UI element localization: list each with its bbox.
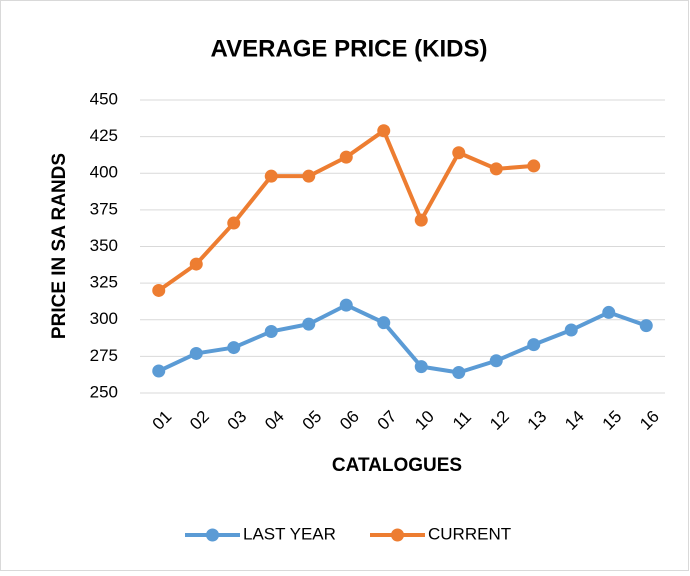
data-point bbox=[414, 213, 428, 227]
series-line bbox=[157, 303, 647, 375]
data-point bbox=[227, 216, 241, 230]
y-tick-label: 300 bbox=[90, 309, 118, 328]
legend-label: CURRENT bbox=[428, 524, 511, 543]
data-point bbox=[489, 162, 503, 176]
data-point bbox=[527, 338, 541, 352]
y-tick-label: 350 bbox=[90, 236, 118, 255]
data-point bbox=[152, 364, 166, 378]
data-point bbox=[189, 257, 203, 271]
x-axis-title: CATALOGUES bbox=[332, 455, 462, 476]
data-point bbox=[489, 354, 503, 368]
data-point bbox=[414, 360, 428, 374]
y-tick-label: 400 bbox=[90, 163, 118, 182]
y-tick-label: 275 bbox=[90, 346, 118, 365]
y-tick-label: 425 bbox=[90, 126, 118, 145]
chart-title: AVERAGE PRICE (KIDS) bbox=[211, 35, 488, 62]
data-point bbox=[302, 317, 316, 331]
data-point bbox=[264, 169, 278, 183]
data-point bbox=[339, 298, 353, 312]
data-point bbox=[452, 365, 466, 379]
data-point bbox=[602, 305, 616, 319]
y-tick-label: 375 bbox=[90, 199, 118, 218]
data-point bbox=[527, 159, 541, 173]
data-point bbox=[377, 316, 391, 330]
data-point bbox=[152, 283, 166, 297]
y-tick-label: 325 bbox=[90, 273, 118, 292]
data-point bbox=[564, 323, 578, 337]
data-point bbox=[377, 124, 391, 138]
data-point bbox=[264, 324, 278, 338]
data-point bbox=[227, 341, 241, 355]
data-point bbox=[339, 150, 353, 164]
legend-marker bbox=[206, 528, 219, 542]
y-tick-label: 250 bbox=[90, 382, 118, 401]
data-point bbox=[189, 346, 203, 360]
legend-label: LAST YEAR bbox=[243, 524, 336, 543]
y-axis-title: PRICE IN SA RANDS bbox=[49, 153, 70, 339]
data-point bbox=[452, 146, 466, 160]
y-tick-label: 450 bbox=[90, 89, 118, 108]
legend-marker bbox=[391, 528, 404, 542]
data-point bbox=[639, 319, 653, 333]
data-point bbox=[302, 169, 316, 183]
